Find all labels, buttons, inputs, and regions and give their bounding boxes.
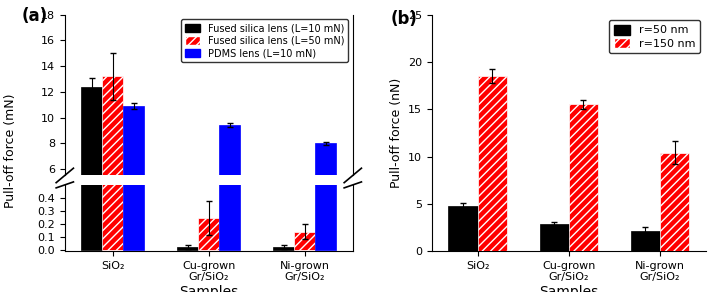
Legend: Fused silica lens (L=10 mN), Fused silica lens (L=50 mN), PDMS lens (L=10 mN): Fused silica lens (L=10 mN), Fused silic… bbox=[181, 20, 348, 62]
Bar bbox=[123, 0, 145, 250]
Bar bbox=[315, 143, 336, 246]
Bar bbox=[220, 0, 240, 250]
X-axis label: Samples: Samples bbox=[179, 285, 238, 292]
Y-axis label: Pull-off force (nN): Pull-off force (nN) bbox=[390, 78, 402, 188]
Bar bbox=[273, 246, 294, 250]
Bar bbox=[477, 76, 507, 251]
Bar bbox=[449, 206, 477, 251]
Bar bbox=[631, 231, 660, 251]
Bar bbox=[102, 77, 123, 246]
Text: (b): (b) bbox=[391, 10, 418, 28]
Bar bbox=[198, 218, 220, 250]
Bar bbox=[569, 105, 598, 251]
Bar bbox=[123, 106, 145, 246]
Bar bbox=[177, 246, 198, 250]
Bar bbox=[81, 87, 102, 246]
Bar bbox=[81, 0, 102, 250]
Bar bbox=[660, 153, 689, 251]
X-axis label: Samples: Samples bbox=[539, 285, 598, 292]
Bar bbox=[539, 224, 569, 251]
Text: (a): (a) bbox=[22, 6, 48, 25]
Bar bbox=[294, 232, 315, 250]
Text: Pull-off force (mN): Pull-off force (mN) bbox=[4, 93, 17, 208]
Bar bbox=[294, 244, 315, 246]
Bar bbox=[220, 125, 240, 246]
Legend: r=50 nm, r=150 nm: r=50 nm, r=150 nm bbox=[609, 20, 700, 53]
Bar bbox=[315, 0, 336, 250]
Bar bbox=[198, 243, 220, 246]
Bar bbox=[102, 0, 123, 250]
